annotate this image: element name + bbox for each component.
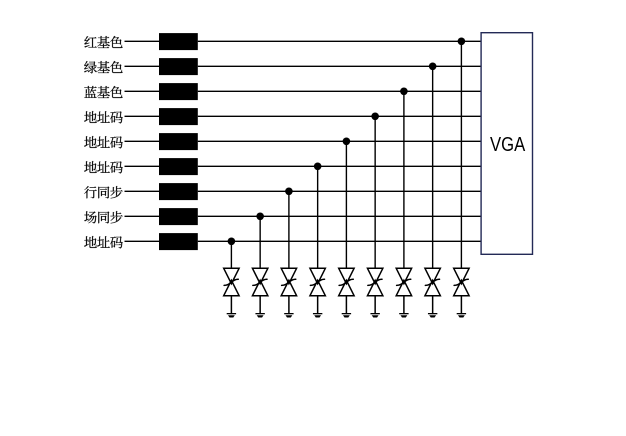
svg-text:VGA: VGA	[490, 134, 526, 156]
